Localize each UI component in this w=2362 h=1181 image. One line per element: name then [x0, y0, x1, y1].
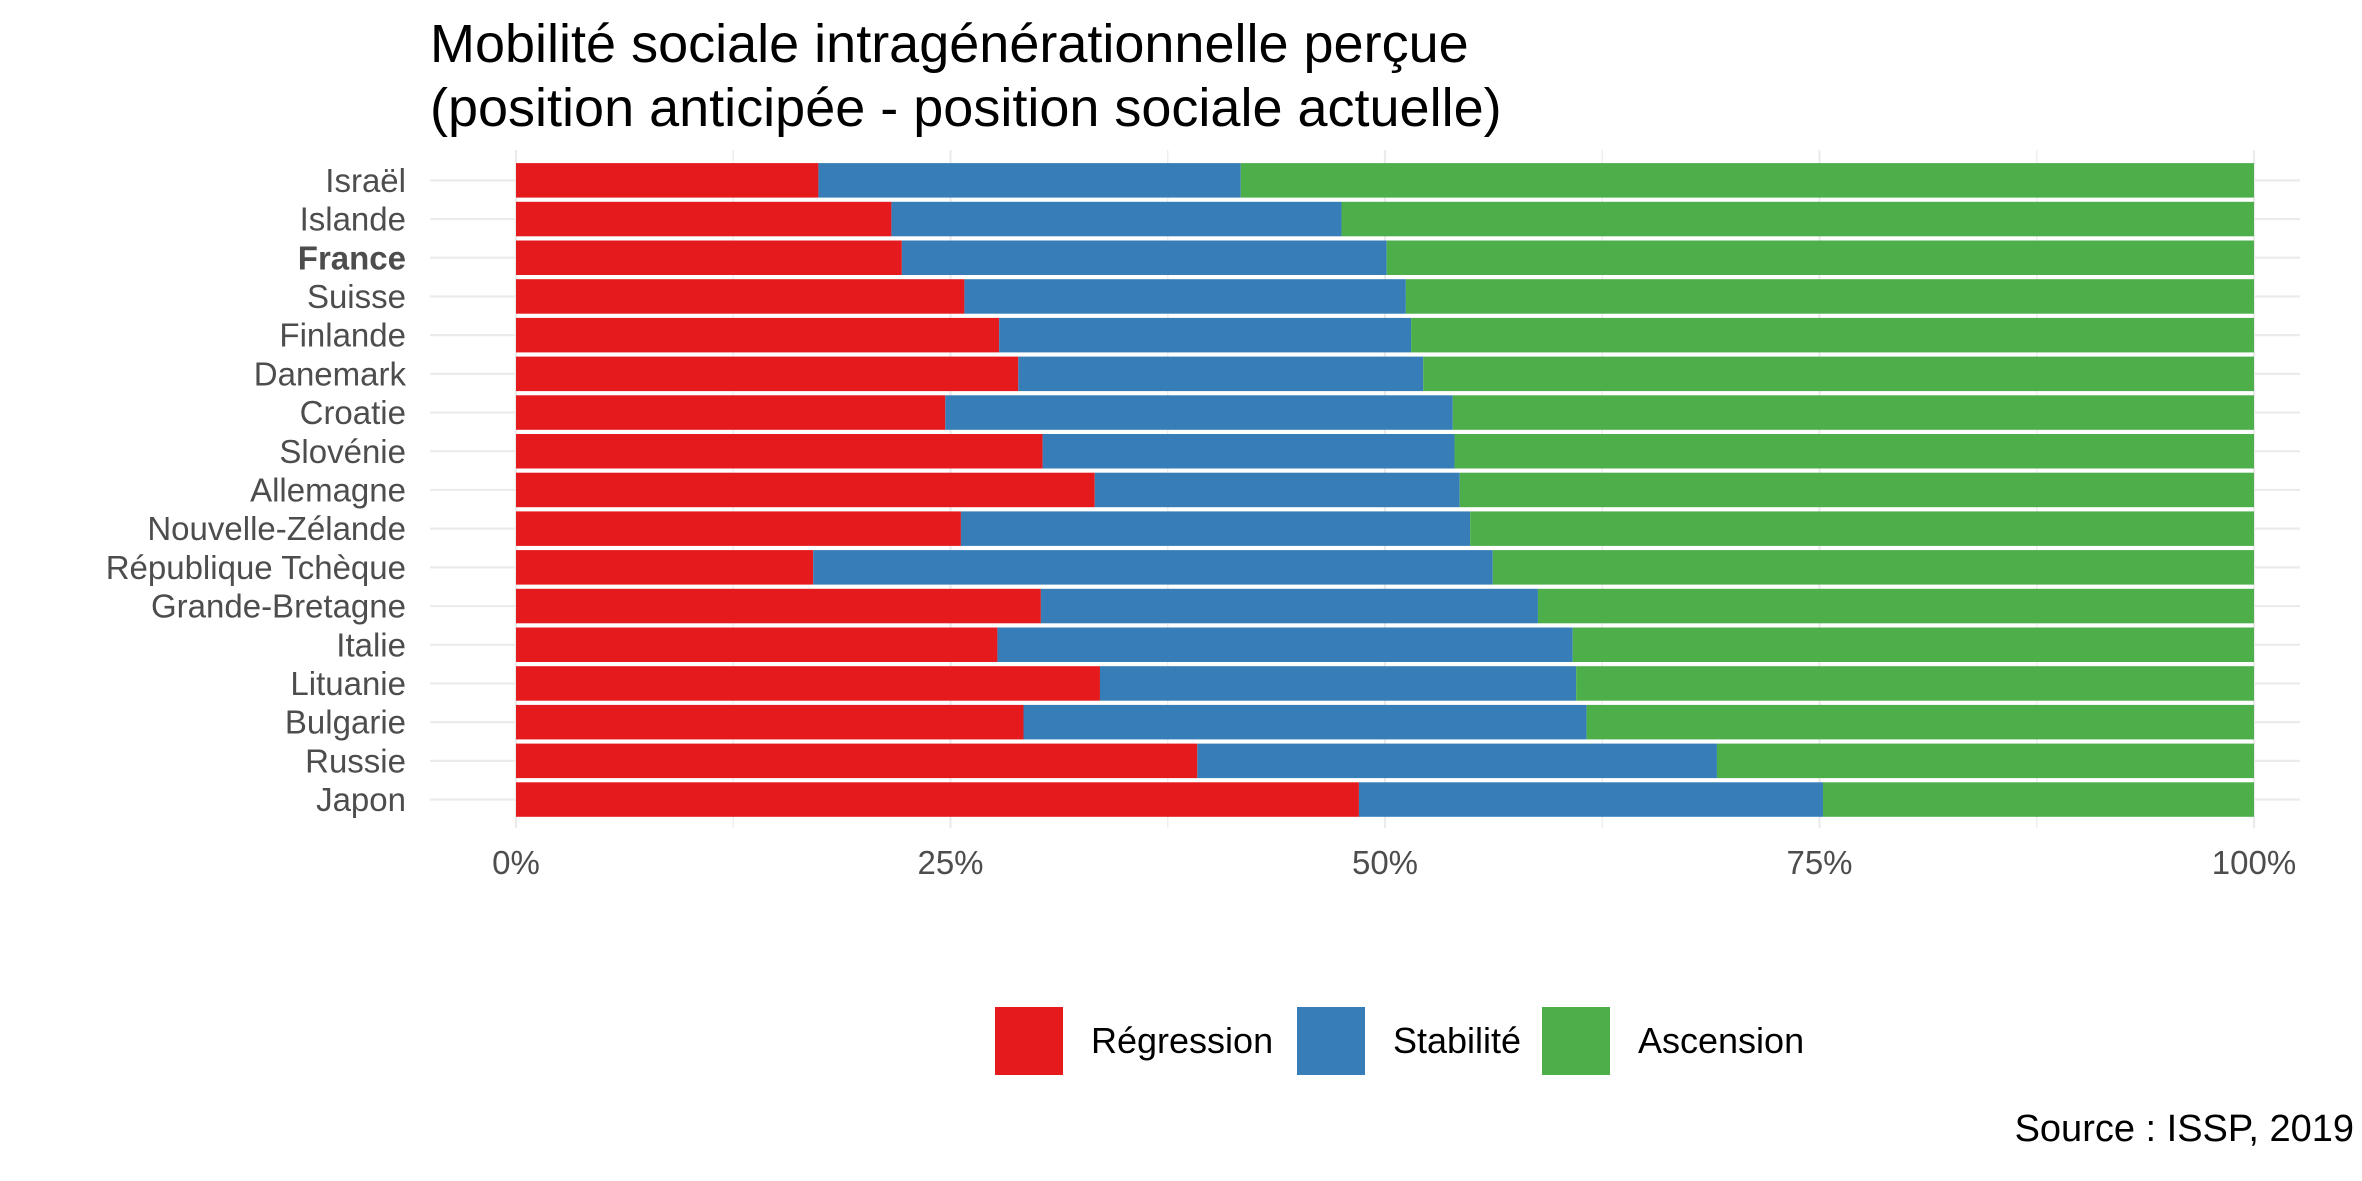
bar-segment	[1459, 472, 2254, 508]
bar-segment	[516, 666, 1100, 701]
bar-segment	[1452, 395, 2254, 430]
bar-segment	[516, 550, 814, 585]
bar-segment	[1454, 434, 2254, 469]
y-tick-label: Israël	[325, 162, 406, 199]
x-tick-label: 50%	[1352, 844, 1418, 881]
y-tick-label: Lituanie	[290, 665, 406, 702]
bar-segment	[901, 240, 1387, 275]
bar-segment	[1358, 782, 1823, 817]
bar-segment	[516, 472, 1095, 508]
y-tick-label: Slovénie	[279, 433, 406, 470]
bar-segment	[516, 434, 1043, 469]
source-note: Source : ISSP, 2019	[2014, 1108, 2354, 1150]
bar-segment	[1197, 743, 1717, 779]
bar-segment	[1576, 666, 2254, 701]
bar-segment	[516, 782, 1359, 817]
bar-segment	[1341, 201, 2254, 237]
legend-label: Stabilité	[1393, 1020, 1522, 1061]
legend-label: Ascension	[1638, 1020, 1805, 1061]
chart-title-line1: Mobilité sociale intragénérationnelle pe…	[430, 14, 1469, 74]
legend-label: Régression	[1091, 1020, 1274, 1061]
legend-item: Régression	[995, 1006, 1273, 1076]
bar-segment	[891, 201, 1342, 237]
y-tick-label: Bulgarie	[285, 704, 406, 741]
y-tick-label: Allemagne	[250, 471, 406, 508]
legend-item: Ascension	[1542, 1006, 1804, 1076]
chart-subtitle: (position anticipée - position sociale a…	[430, 78, 1502, 138]
x-tick-label: 75%	[1786, 844, 1852, 881]
bar-segment	[945, 395, 1453, 430]
legend-item: Stabilité	[1297, 1006, 1521, 1076]
bar-segment	[1018, 356, 1424, 392]
bar-segment	[1386, 240, 2254, 275]
bar-segment	[813, 550, 1493, 585]
bar-segment	[999, 317, 1412, 353]
bar-segment	[516, 163, 819, 198]
legend-swatch	[995, 1007, 1063, 1075]
y-axis-labels: IsraëlIslandeFranceSuisseFinlandeDanemar…	[106, 162, 407, 818]
bar-segment	[1423, 356, 2254, 392]
bar-segment	[1492, 550, 2254, 585]
legend-swatch	[1297, 1007, 1365, 1075]
y-tick-label: Islande	[300, 201, 406, 238]
bar-segment	[516, 356, 1019, 392]
y-tick-label: France	[298, 239, 406, 276]
bar-segment	[516, 317, 1000, 353]
bar-segment	[1586, 704, 2254, 740]
bar-area	[516, 163, 2254, 817]
bar-segment	[516, 511, 961, 546]
x-tick-label: 0%	[492, 844, 540, 881]
y-tick-label: Nouvelle-Zélande	[147, 510, 406, 547]
bar-segment	[516, 395, 946, 430]
chart-legend: Régression Stabilité Ascension	[0, 1006, 2362, 1078]
y-tick-label: Croatie	[300, 394, 406, 431]
bar-segment	[1099, 666, 1577, 701]
bar-segment	[818, 163, 1241, 198]
bar-segment	[1040, 588, 1538, 624]
y-tick-label: Italie	[336, 626, 406, 663]
y-tick-label: République Tchèque	[106, 549, 406, 586]
y-tick-label: Danemark	[254, 355, 407, 392]
bar-segment	[516, 588, 1041, 624]
x-tick-label: 100%	[2212, 844, 2296, 881]
x-tick-label: 25%	[917, 844, 983, 881]
bar-segment	[516, 627, 998, 662]
bar-segment	[997, 627, 1573, 662]
y-tick-label: Russie	[305, 742, 406, 779]
y-tick-label: Suisse	[307, 278, 406, 315]
bar-segment	[1405, 279, 2254, 314]
bar-segment	[516, 240, 902, 275]
bar-segment	[1094, 472, 1460, 508]
stacked-bar-chart: IsraëlIslandeFranceSuisseFinlandeDanemar…	[106, 150, 2300, 881]
bar-segment	[516, 743, 1198, 779]
bar-segment	[1240, 163, 2254, 198]
bar-segment	[1716, 743, 2254, 779]
bar-segment	[1822, 782, 2254, 817]
bar-segment	[1042, 434, 1455, 469]
legend-swatch	[1542, 1007, 1610, 1075]
bar-segment	[1411, 317, 2254, 353]
y-tick-label: Finlande	[279, 317, 406, 354]
chart-title: Mobilité sociale intragénérationnelle pe…	[430, 12, 1502, 140]
y-tick-label: Grande-Bretagne	[151, 588, 406, 625]
bar-segment	[1537, 588, 2254, 624]
bar-segment	[1023, 704, 1587, 740]
bar-segment	[1470, 511, 2254, 546]
bar-segment	[960, 511, 1471, 546]
bar-segment	[1572, 627, 2254, 662]
bar-segment	[516, 201, 892, 237]
y-tick-label: Japon	[316, 781, 406, 818]
bar-segment	[964, 279, 1406, 314]
x-axis-ticks: 0% 25% 50% 75% 100%	[492, 844, 2296, 881]
bar-segment	[516, 279, 965, 314]
bar-segment	[516, 704, 1024, 740]
